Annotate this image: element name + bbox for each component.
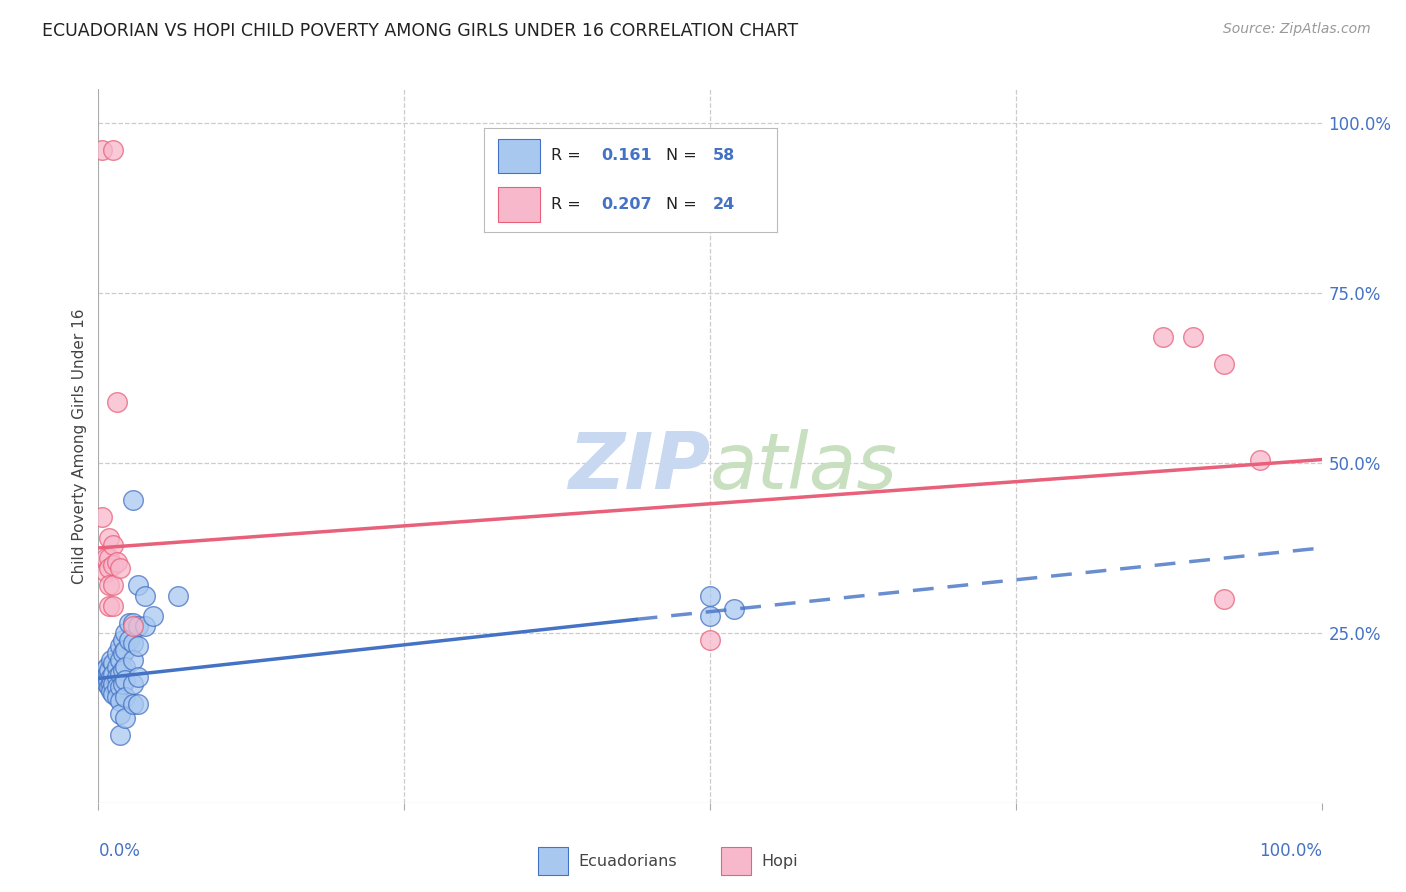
Point: [699, 632, 721, 647]
Point: [94, 551, 117, 566]
Point: [96, 660, 118, 674]
Point: [1212, 358, 1234, 372]
Point: [101, 144, 124, 158]
Point: [121, 677, 143, 691]
Point: [110, 666, 132, 681]
Point: [114, 673, 136, 688]
Point: [101, 537, 124, 551]
Point: [98, 551, 121, 566]
Point: [127, 670, 149, 684]
Y-axis label: Child Poverty Among Girls Under 16: Child Poverty Among Girls Under 16: [72, 309, 87, 583]
Point: [121, 615, 143, 630]
Point: [127, 578, 149, 592]
Point: [114, 643, 136, 657]
Point: [93, 663, 115, 677]
Point: [101, 687, 124, 701]
Point: [114, 626, 136, 640]
Point: [105, 690, 128, 705]
Point: [111, 663, 134, 677]
Text: Hopi: Hopi: [762, 854, 799, 869]
Point: [127, 619, 149, 633]
Point: [98, 663, 121, 677]
Point: [105, 680, 128, 694]
Point: [96, 677, 118, 691]
Point: [127, 640, 149, 654]
Point: [134, 619, 156, 633]
Point: [101, 599, 124, 613]
Point: [127, 698, 149, 712]
Point: [1249, 452, 1271, 467]
Text: 100.0%: 100.0%: [1258, 842, 1322, 860]
Text: Source: ZipAtlas.com: Source: ZipAtlas.com: [1223, 22, 1371, 37]
Point: [110, 707, 132, 722]
Text: ZIP: ZIP: [568, 429, 710, 506]
Point: [110, 694, 132, 708]
Point: [118, 632, 141, 647]
Point: [98, 531, 121, 545]
Point: [114, 711, 136, 725]
Point: [105, 394, 128, 409]
Text: Ecuadorians: Ecuadorians: [579, 854, 678, 869]
Point: [97, 673, 120, 688]
Point: [110, 640, 132, 654]
Point: [121, 493, 143, 508]
Point: [111, 632, 134, 647]
Bar: [721, 847, 751, 875]
Point: [94, 565, 117, 579]
Point: [111, 677, 134, 691]
Point: [101, 666, 124, 681]
Point: [93, 670, 115, 684]
Text: 0.0%: 0.0%: [98, 842, 141, 860]
Point: [98, 599, 121, 613]
Point: [110, 561, 132, 575]
Point: [1212, 591, 1234, 606]
Point: [1152, 330, 1174, 344]
Point: [101, 578, 124, 592]
Bar: [538, 847, 568, 875]
Point: [105, 670, 128, 684]
Point: [98, 578, 121, 592]
Point: [121, 636, 143, 650]
Point: [114, 660, 136, 674]
Point: [1182, 330, 1205, 344]
Point: [100, 677, 122, 691]
Point: [100, 653, 122, 667]
Point: [111, 646, 134, 660]
Point: [114, 690, 136, 705]
Point: [101, 677, 124, 691]
Point: [134, 589, 156, 603]
Point: [110, 653, 132, 667]
Point: [105, 660, 128, 674]
Point: [105, 555, 128, 569]
Point: [121, 619, 143, 633]
Point: [110, 728, 132, 742]
Point: [118, 615, 141, 630]
Point: [91, 144, 114, 158]
Point: [110, 680, 132, 694]
Point: [100, 683, 122, 698]
Point: [101, 657, 124, 671]
Point: [699, 608, 721, 623]
Text: ECUADORIAN VS HOPI CHILD POVERTY AMONG GIRLS UNDER 16 CORRELATION CHART: ECUADORIAN VS HOPI CHILD POVERTY AMONG G…: [42, 22, 799, 40]
Point: [167, 589, 190, 603]
Point: [699, 589, 721, 603]
Point: [98, 561, 121, 575]
Point: [142, 608, 165, 623]
Text: atlas: atlas: [710, 429, 898, 506]
Point: [121, 698, 143, 712]
Point: [97, 666, 120, 681]
Point: [91, 510, 114, 524]
Point: [101, 558, 124, 572]
Point: [98, 680, 121, 694]
Point: [105, 646, 128, 660]
Point: [121, 653, 143, 667]
Point: [100, 670, 122, 684]
Point: [723, 602, 745, 616]
